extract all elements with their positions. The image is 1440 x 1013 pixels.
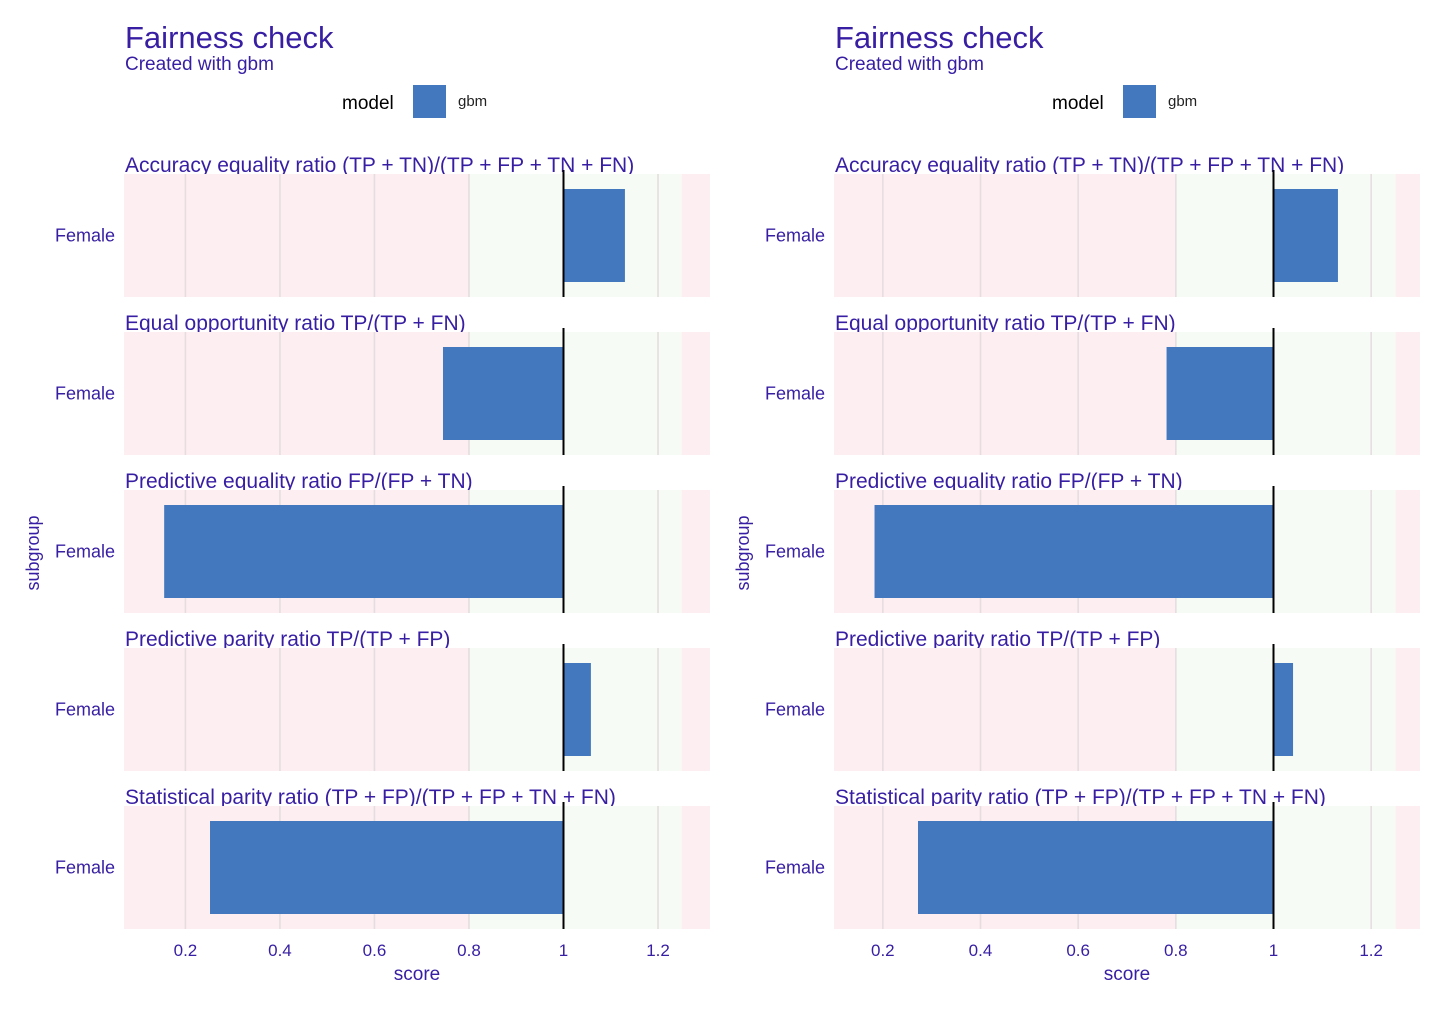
category-label: Female (765, 700, 825, 720)
panel-strip-label: Predictive equality ratio FP/(FP + TN) (125, 470, 473, 493)
panel-strip-label: Predictive equality ratio FP/(FP + TN) (835, 470, 1183, 493)
panel-strip-label: Statistical parity ratio (TP + FP)/(TP +… (835, 786, 1326, 809)
x-tick-label: 1 (559, 941, 568, 960)
bar-female (563, 189, 625, 282)
category-label: Female (765, 384, 825, 404)
category-label: Female (55, 542, 115, 562)
unfair-zone-high (1395, 648, 1420, 771)
panel-strip-label: Accuracy equality ratio (TP + TN)/(TP + … (835, 154, 1344, 177)
x-tick-label: 0.2 (174, 941, 198, 960)
legend-title: model (342, 93, 394, 114)
chart-subtitle: Created with gbm (125, 54, 274, 75)
panel-strip-label: Accuracy equality ratio (TP + TN)/(TP + … (125, 154, 634, 177)
bar-female (874, 505, 1274, 598)
unfair-zone-high (681, 806, 710, 929)
panel-strip-label: Predictive parity ratio TP/(TP + FP) (835, 628, 1160, 651)
category-label: Female (55, 384, 115, 404)
x-tick-label: 0.4 (969, 941, 993, 960)
bar-female (917, 821, 1274, 914)
chart-title: Fairness check (835, 20, 1044, 55)
unfair-zone-low (124, 332, 469, 455)
unfair-zone-high (1395, 332, 1420, 455)
fairness-check-plot-right: Fairness check Created with gbm model gbm su… (710, 0, 1430, 1008)
legend-swatch (1123, 85, 1156, 118)
category-label: Female (765, 858, 825, 878)
x-tick-label: 0.8 (457, 941, 481, 960)
x-tick-label: 1.2 (1359, 941, 1383, 960)
category-label: Female (765, 542, 825, 562)
bar-female (164, 505, 564, 598)
y-axis-title: subgroup (23, 515, 43, 590)
unfair-zone-high (1395, 490, 1420, 613)
unfair-zone-low (124, 648, 469, 771)
unfair-zone-low (834, 332, 1176, 455)
unfair-zone-low (124, 174, 469, 297)
x-axis-title: score (1104, 964, 1150, 985)
legend-swatch (413, 85, 446, 118)
unfair-zone-high (681, 648, 710, 771)
unfair-zone-high (681, 332, 710, 455)
y-axis-title: subgroup (733, 515, 753, 590)
x-tick-label: 0.6 (1066, 941, 1090, 960)
chart-subtitle: Created with gbm (835, 54, 984, 75)
fairness-check-plot-left: Fairness check Created with gbm model gbm su… (0, 0, 720, 1008)
legend-item-label: gbm (1168, 93, 1197, 110)
panel-strip-label: Equal opportunity ratio TP/(TP + FN) (125, 312, 466, 335)
unfair-zone-low (834, 174, 1176, 297)
x-tick-label: 1 (1269, 941, 1278, 960)
x-tick-label: 1.2 (646, 941, 670, 960)
legend-item-label: gbm (458, 93, 487, 110)
unfair-zone-high (681, 174, 710, 297)
panel-strip-label: Statistical parity ratio (TP + FP)/(TP +… (125, 786, 616, 809)
panel-strip-label: Equal opportunity ratio TP/(TP + FN) (835, 312, 1176, 335)
panel-strip-label: Predictive parity ratio TP/(TP + FP) (125, 628, 450, 651)
x-axis-title: score (394, 964, 440, 985)
category-label: Female (55, 226, 115, 246)
category-label: Female (55, 858, 115, 878)
bar-female (1273, 189, 1338, 282)
chart-title: Fairness check (125, 20, 334, 55)
unfair-zone-low (834, 648, 1176, 771)
unfair-zone-high (1395, 174, 1420, 297)
bar-female (563, 663, 591, 756)
category-label: Female (55, 700, 115, 720)
x-tick-label: 0.8 (1164, 941, 1188, 960)
unfair-zone-high (681, 490, 710, 613)
bar-female (210, 821, 564, 914)
x-tick-label: 0.6 (363, 941, 387, 960)
x-tick-label: 0.4 (268, 941, 292, 960)
legend-title: model (1052, 93, 1104, 114)
bar-female (442, 347, 564, 440)
category-label: Female (765, 226, 825, 246)
unfair-zone-high (1395, 806, 1420, 929)
x-tick-label: 0.2 (871, 941, 895, 960)
bar-female (1273, 663, 1294, 756)
bar-female (1166, 347, 1274, 440)
